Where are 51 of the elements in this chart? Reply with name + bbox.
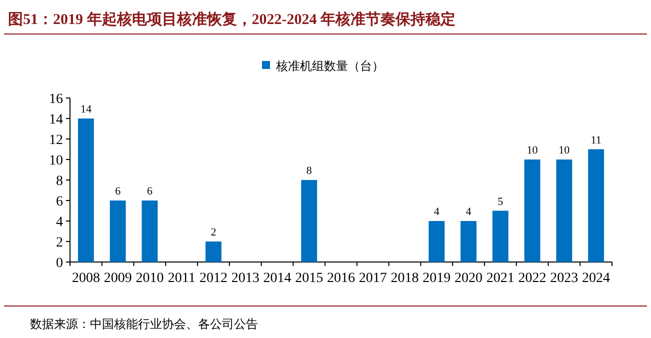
data-label: 2 — [210, 226, 216, 238]
bar — [492, 210, 508, 262]
y-tick-label: 12 — [49, 133, 63, 148]
source-note: 数据来源：中国核能行业协会、各公司公告 — [30, 317, 258, 331]
y-tick-label: 10 — [49, 154, 63, 168]
data-label: 11 — [590, 134, 602, 146]
bar — [142, 200, 158, 262]
x-tick-label: 2015 — [295, 271, 324, 286]
y-tick-label: 0 — [56, 256, 63, 271]
x-tick-label: 2008 — [72, 271, 100, 286]
data-label: 4 — [434, 206, 440, 218]
x-tick-label: 2009 — [104, 271, 132, 286]
x-tick-label: 2011 — [168, 271, 196, 286]
bar — [556, 160, 572, 262]
y-tick-label: 8 — [56, 174, 63, 189]
data-label: 6 — [115, 186, 122, 198]
x-tick-label: 2016 — [327, 271, 355, 286]
data-label: 10 — [558, 144, 570, 156]
y-tick-label: 16 — [49, 92, 63, 107]
chart-title: 图51：2019 年起核电项目核准恢复，2022-2024 年核准节奏保持稳定 — [8, 10, 456, 28]
bar — [524, 160, 540, 262]
data-label: 10 — [526, 144, 538, 156]
x-tick-label: 2013 — [231, 271, 260, 286]
data-label: 6 — [146, 186, 153, 198]
y-tick-label: 4 — [56, 215, 63, 230]
bar — [110, 200, 126, 262]
bar — [460, 221, 476, 262]
x-tick-label: 2014 — [263, 271, 292, 286]
data-label: 4 — [466, 206, 472, 218]
y-tick-label: 2 — [56, 236, 63, 250]
bar — [301, 180, 318, 262]
x-tick-label: 2024 — [582, 271, 610, 286]
x-tick-label: 2022 — [518, 271, 546, 286]
x-tick-label: 2010 — [136, 271, 164, 286]
x-tick-label: 2018 — [390, 271, 419, 286]
y-tick-label: 14 — [49, 112, 63, 128]
bar — [588, 149, 604, 262]
data-label: 5 — [498, 196, 504, 208]
x-tick-label: 2012 — [199, 271, 228, 286]
y-tick-label: 6 — [56, 194, 63, 210]
bar — [428, 221, 445, 262]
data-label: 8 — [306, 165, 312, 177]
x-tick-label: 2017 — [358, 271, 387, 286]
bar — [78, 118, 94, 262]
data-label: 14 — [80, 104, 92, 116]
x-tick-label: 2021 — [486, 271, 514, 286]
x-tick-label: 2019 — [422, 271, 451, 286]
bar — [206, 242, 222, 262]
x-tick-label: 2020 — [454, 271, 483, 286]
legend-label: 核准机组数量（台） — [275, 59, 384, 73]
x-tick-label: 2023 — [550, 271, 578, 286]
